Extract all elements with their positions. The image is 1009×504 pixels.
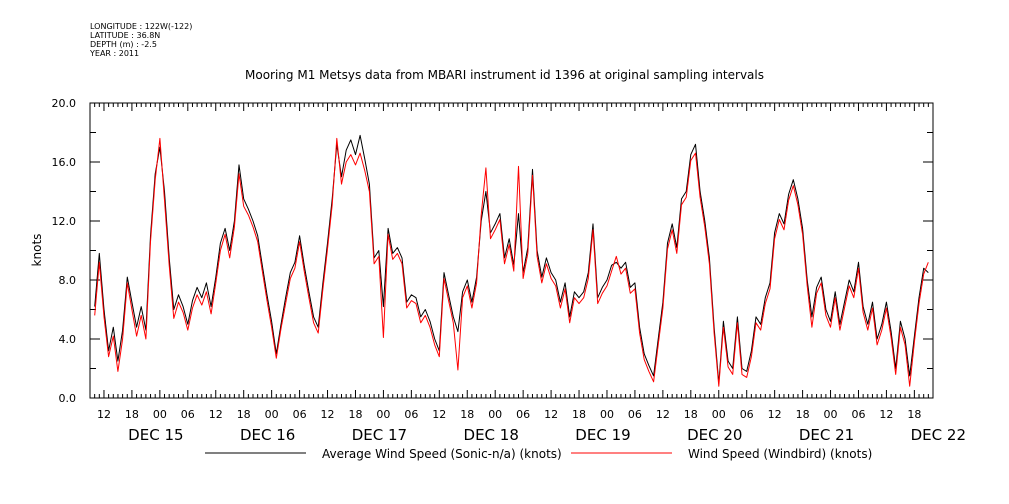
x-tick-label: 06 [404, 408, 418, 421]
legend: Average Wind Speed (Sonic-n/a) (knots) W… [205, 447, 872, 461]
y-tick-label: 8.0 [59, 274, 77, 287]
legend-label-sonic: Average Wind Speed (Sonic-n/a) (knots) [322, 447, 562, 461]
y-axis-label: knots [30, 234, 44, 267]
x-tick-label: 06 [628, 408, 642, 421]
day-label: DEC 20 [687, 426, 742, 444]
x-tick-label: 18 [572, 408, 586, 421]
day-label: DEC 21 [799, 426, 854, 444]
y-tick-label: 20.0 [52, 97, 77, 110]
day-label: DEC 19 [575, 426, 630, 444]
x-tick-label: 18 [348, 408, 362, 421]
day-label: DEC 22 [911, 426, 966, 444]
metadata-block: LONGITUDE : 122W(-122) LATITUDE : 36.8N … [90, 22, 192, 58]
x-tick-label: 12 [544, 408, 558, 421]
x-tick-label: 00 [376, 408, 390, 421]
y-tick-label: 12.0 [52, 215, 77, 228]
axis-labels: 0.0 4.0 8.0 12.0 16.0 20.0 12 18 00 06 12 18 00 06 12 1… [52, 97, 966, 444]
chart-title: Mooring M1 Metsys data from MBARI instru… [245, 68, 764, 82]
day-label: DEC 17 [352, 426, 407, 444]
x-tick-label: 18 [237, 408, 251, 421]
x-tick-label: 12 [97, 408, 111, 421]
x-tick-label: 06 [516, 408, 530, 421]
x-tick-label: 00 [153, 408, 167, 421]
x-tick-label: 12 [432, 408, 446, 421]
x-tick-label: 06 [851, 408, 865, 421]
axis-ticks [89, 102, 934, 399]
x-tick-label: 00 [265, 408, 279, 421]
series-line-sonic [94, 134, 929, 384]
x-tick-label: 00 [488, 408, 502, 421]
latitude-label: LATITUDE : 36.8N [90, 31, 161, 40]
y-tick-label: 16.0 [52, 156, 77, 169]
x-tick-label: 06 [740, 408, 754, 421]
x-tick-label: 18 [460, 408, 474, 421]
day-label: DEC 15 [128, 426, 183, 444]
x-tick-label: 12 [209, 408, 223, 421]
x-tick-label: 18 [796, 408, 810, 421]
x-tick-label: 00 [712, 408, 726, 421]
x-tick-label: 12 [768, 408, 782, 421]
x-tick-label: 12 [321, 408, 335, 421]
x-tick-label: 18 [684, 408, 698, 421]
x-tick-label: 18 [907, 408, 921, 421]
x-tick-label: 06 [181, 408, 195, 421]
year-label: YEAR : 2011 [90, 49, 140, 58]
x-tick-label: 00 [600, 408, 614, 421]
x-tick-label: 12 [879, 408, 893, 421]
series-line-windbird [94, 137, 929, 387]
series-lines [94, 134, 929, 387]
y-tick-label: 0.0 [59, 392, 77, 405]
x-tick-label: 18 [125, 408, 139, 421]
day-label: DEC 16 [240, 426, 295, 444]
legend-label-windbird: Wind Speed (Windbird) (knots) [688, 447, 872, 461]
x-tick-label: 00 [824, 408, 838, 421]
y-tick-label: 4.0 [59, 333, 77, 346]
day-label: DEC 18 [464, 426, 519, 444]
longitude-label: LONGITUDE : 122W(-122) [90, 22, 193, 31]
depth-label: DEPTH (m) : -2.5 [90, 40, 157, 49]
x-tick-label: 06 [293, 408, 307, 421]
x-tick-label: 12 [656, 408, 670, 421]
